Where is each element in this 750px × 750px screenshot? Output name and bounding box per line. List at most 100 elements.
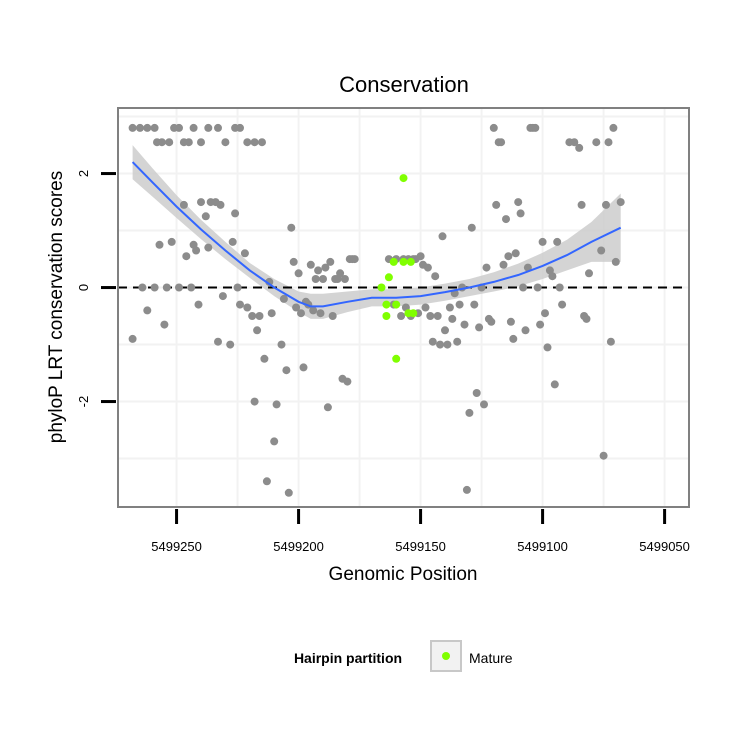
data-point: [250, 397, 259, 406]
data-point: [284, 488, 293, 497]
data-point: [311, 275, 320, 283]
data-point: [143, 123, 152, 132]
data-point: [533, 283, 542, 292]
data-point: [541, 309, 549, 318]
data-point: [306, 260, 315, 269]
data-point: [328, 312, 337, 320]
data-point: [553, 237, 562, 246]
y-axis-title: phyloP LRT conservation scores: [46, 171, 67, 444]
data-point: [150, 283, 159, 292]
data-point: [604, 138, 613, 147]
data-point: [465, 408, 474, 417]
data-point: [443, 340, 452, 349]
data-point: [243, 303, 252, 312]
x-tick-label: 5499200: [273, 539, 324, 554]
data-point: [606, 337, 615, 346]
data-point: [314, 266, 323, 275]
data-point: [326, 257, 335, 266]
data-point: [550, 380, 559, 389]
data-point: [297, 309, 305, 318]
data-point: [192, 246, 201, 255]
data-point: [204, 243, 213, 252]
data-point: [475, 323, 484, 332]
data-point: [279, 294, 288, 303]
data-point: [243, 138, 252, 147]
data-point-mature: [392, 300, 401, 309]
data-point: [531, 123, 540, 132]
data-point: [258, 138, 266, 147]
data-point: [421, 303, 430, 312]
data-point: [187, 283, 196, 292]
y-tick-label: 0: [76, 284, 91, 291]
data-point: [497, 138, 506, 147]
data-point: [319, 275, 327, 283]
y-tick-label: -2: [76, 396, 91, 408]
data-point: [436, 340, 445, 349]
data-point: [233, 283, 242, 292]
data-point-mature: [382, 312, 391, 320]
data-point: [236, 123, 244, 132]
data-point: [343, 377, 352, 386]
data-point: [538, 237, 547, 246]
data-point: [558, 300, 567, 309]
data-point: [287, 223, 296, 232]
legend-title: Hairpin partition: [294, 650, 402, 666]
data-point: [272, 400, 281, 409]
data-point: [167, 237, 176, 246]
data-point: [336, 269, 345, 278]
data-point: [248, 312, 257, 320]
data-point: [445, 303, 454, 312]
data-point: [255, 312, 264, 320]
data-point: [214, 337, 222, 346]
data-point: [155, 240, 164, 249]
y-axis: -2 0 2: [76, 170, 116, 407]
data-point: [577, 200, 586, 209]
data-points: [128, 123, 625, 497]
data-point: [289, 257, 298, 266]
data-point: [262, 477, 271, 486]
data-point: [506, 317, 515, 326]
data-point-mature: [406, 257, 415, 266]
data-point: [165, 138, 174, 147]
data-point: [182, 252, 191, 261]
data-point: [216, 200, 225, 209]
data-point: [221, 138, 230, 147]
x-tick-label: 5499150: [395, 539, 446, 554]
data-point: [519, 283, 528, 292]
data-point: [514, 198, 523, 207]
data-point: [240, 249, 249, 258]
legend-mature-marker: [442, 652, 450, 660]
data-point: [150, 123, 159, 132]
data-point: [543, 343, 552, 352]
data-point: [214, 123, 222, 132]
data-point: [536, 320, 545, 329]
data-point: [453, 337, 462, 346]
data-point: [585, 269, 593, 278]
data-point: [226, 340, 235, 349]
data-point: [467, 223, 476, 232]
data-point: [416, 252, 425, 261]
data-point: [575, 143, 584, 152]
data-point: [487, 317, 496, 326]
data-point: [455, 300, 464, 309]
data-point: [197, 198, 205, 207]
data-point: [555, 283, 564, 292]
data-point: [492, 200, 501, 209]
data-point: [267, 309, 276, 318]
data-point: [502, 215, 510, 224]
data-point: [462, 485, 471, 494]
data-point: [441, 326, 449, 335]
data-point: [482, 263, 491, 272]
data-point: [597, 246, 606, 255]
data-point: [231, 209, 240, 218]
data-point: [448, 314, 457, 323]
data-point: [521, 326, 530, 335]
data-point: [397, 312, 406, 320]
data-point: [175, 283, 183, 292]
data-point: [260, 354, 269, 363]
data-point: [433, 312, 442, 320]
data-point: [460, 320, 469, 329]
data-point: [438, 232, 447, 241]
data-point: [218, 292, 227, 301]
data-point: [431, 272, 440, 281]
